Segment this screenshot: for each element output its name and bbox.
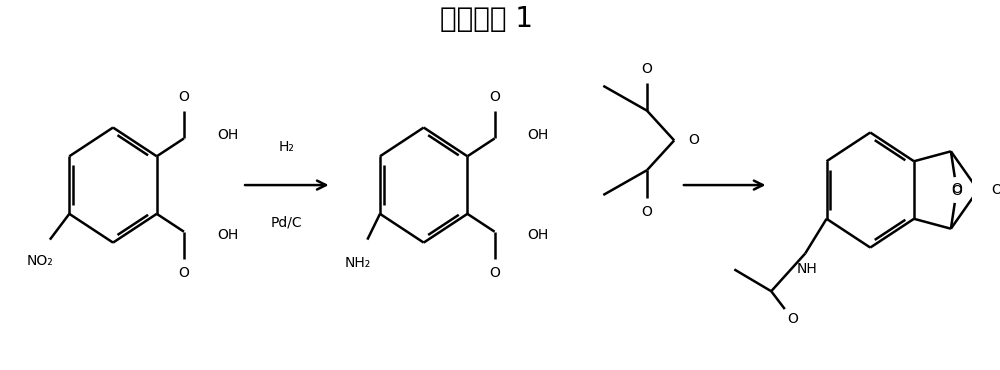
Text: O: O xyxy=(992,183,1000,197)
Text: O: O xyxy=(642,62,652,76)
Text: OH: OH xyxy=(528,128,549,142)
Text: 反应路线 1: 反应路线 1 xyxy=(440,6,533,33)
Text: NO₂: NO₂ xyxy=(27,255,54,269)
Text: O: O xyxy=(642,205,652,219)
Text: O: O xyxy=(951,184,962,198)
Text: Pd/C: Pd/C xyxy=(271,216,303,230)
Text: O: O xyxy=(489,266,500,280)
Text: O: O xyxy=(688,134,699,147)
Text: OH: OH xyxy=(217,228,238,242)
Text: O: O xyxy=(787,312,798,326)
Text: OH: OH xyxy=(217,128,238,142)
Text: O: O xyxy=(951,182,962,196)
Text: H₂: H₂ xyxy=(279,140,295,154)
Text: NH: NH xyxy=(797,262,818,276)
Text: O: O xyxy=(489,90,500,104)
Text: O: O xyxy=(178,90,189,104)
Text: O: O xyxy=(178,266,189,280)
Text: OH: OH xyxy=(528,228,549,242)
Text: NH₂: NH₂ xyxy=(345,256,371,270)
